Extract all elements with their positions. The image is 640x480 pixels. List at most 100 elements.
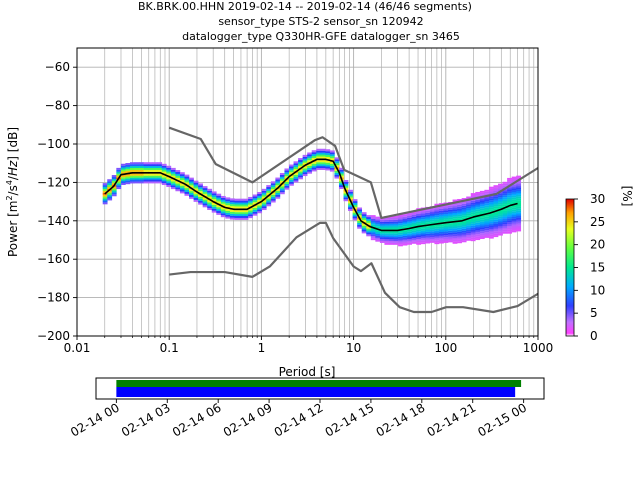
heatmap-cell <box>275 185 281 188</box>
heatmap-cell <box>207 202 213 205</box>
heatmap-cell <box>452 222 458 225</box>
heatmap-cell <box>484 214 490 217</box>
heatmap-cell <box>443 240 449 243</box>
heatmap-cell <box>507 224 512 227</box>
heatmap-cell <box>202 188 208 191</box>
heatmap-cell <box>157 173 163 176</box>
heatmap-cell <box>438 216 444 219</box>
heatmap-cell <box>207 196 213 199</box>
heatmap-cell <box>448 219 453 222</box>
heatmap-cell <box>343 187 349 190</box>
heatmap-cell <box>420 213 426 216</box>
heatmap-cell <box>411 212 417 215</box>
heatmap-cell <box>502 224 508 227</box>
heatmap-cell <box>248 202 253 205</box>
heatmap-cell <box>411 220 417 223</box>
heatmap-cell <box>329 158 335 161</box>
heatmap-cell <box>234 198 240 201</box>
heatmap-cell <box>379 219 385 222</box>
heatmap-cell <box>184 178 190 181</box>
heatmap-cell <box>189 179 194 182</box>
heatmap-cell <box>307 158 313 161</box>
heatmap-cell <box>107 192 113 195</box>
heatmap-cell <box>193 184 199 187</box>
heatmap-cell <box>298 160 303 163</box>
heatmap-cell <box>502 218 508 221</box>
heatmap-cell <box>261 208 267 211</box>
heatmap-cell <box>120 169 126 172</box>
heatmap-cell <box>466 231 472 234</box>
heatmap-cell <box>207 192 213 195</box>
heatmap-cell <box>448 225 453 228</box>
heatmap-cell <box>516 183 522 186</box>
mean-line <box>104 158 518 232</box>
heatmap-cell <box>257 211 263 214</box>
heatmap-cell <box>125 180 131 183</box>
heatmap-cell <box>466 219 472 222</box>
heatmap-cell <box>498 220 503 223</box>
heatmap-cell <box>134 162 140 165</box>
heatmap-cell <box>211 193 217 196</box>
heatmap-cell <box>338 169 344 172</box>
heatmap-cell <box>475 203 481 206</box>
heatmap-cell <box>375 235 381 238</box>
heatmap-cell <box>475 238 481 241</box>
heatmap-cell <box>420 211 426 214</box>
heatmap-cell <box>148 181 153 184</box>
heatmap-cell <box>420 217 426 220</box>
heatmap-cell <box>502 210 508 213</box>
heatmap-cell <box>425 235 431 238</box>
heatmap-cell <box>425 220 431 223</box>
heatmap-cell <box>516 215 522 218</box>
heatmap-cell <box>438 241 444 244</box>
heatmap-cell <box>257 207 263 210</box>
heatmap-cell <box>488 205 494 208</box>
heatmap-cell <box>134 167 140 170</box>
heatmap-cell <box>416 217 422 220</box>
heatmap-cell <box>407 219 412 222</box>
heatmap-cell <box>352 212 358 215</box>
heatmap-cell <box>488 203 494 206</box>
heatmap-cell <box>179 179 185 182</box>
heatmap-cell <box>125 163 131 166</box>
heatmap-cell <box>443 210 449 213</box>
heatmap-cell <box>361 217 367 220</box>
heatmap-cell <box>448 232 453 235</box>
heatmap-cell <box>498 206 503 209</box>
heatmap-cell <box>175 170 181 173</box>
heatmap-cell <box>211 197 217 200</box>
heatmap-cell <box>370 228 376 231</box>
heatmap-cell <box>457 237 462 240</box>
heatmap-cell <box>129 173 135 176</box>
heatmap-cell <box>425 233 431 236</box>
heatmap-cell <box>289 172 294 175</box>
heatmap-cell <box>334 172 340 175</box>
heatmap-cell <box>120 181 126 184</box>
heatmap-cell <box>289 183 294 186</box>
heatmap-cell <box>370 218 376 221</box>
heatmap-cell <box>466 204 472 207</box>
heatmap-cell <box>216 199 222 202</box>
heatmap-cell <box>479 235 485 238</box>
heatmap-cell <box>325 168 331 171</box>
heatmap-cell <box>470 219 476 222</box>
heatmap-cell <box>429 215 435 218</box>
heatmap-cell <box>484 232 490 235</box>
heatmap-cell <box>479 190 485 193</box>
heatmap-cell <box>161 183 167 186</box>
heatmap-cell <box>370 217 376 220</box>
heatmap-cell <box>125 166 131 169</box>
heatmap-cell <box>511 195 517 198</box>
heatmap-cell <box>248 214 253 217</box>
heatmap-cell <box>170 171 176 174</box>
x-tick-label: 100 <box>434 341 457 355</box>
heatmap-cell <box>189 183 194 186</box>
heatmap-cell <box>388 231 394 234</box>
heatmap-cell <box>229 209 235 212</box>
heatmap-cell <box>198 185 203 188</box>
heatmap-cell <box>479 221 485 224</box>
heatmap-cell <box>420 209 426 212</box>
heatmap-cell <box>161 177 167 180</box>
heatmap-cell <box>407 237 412 240</box>
